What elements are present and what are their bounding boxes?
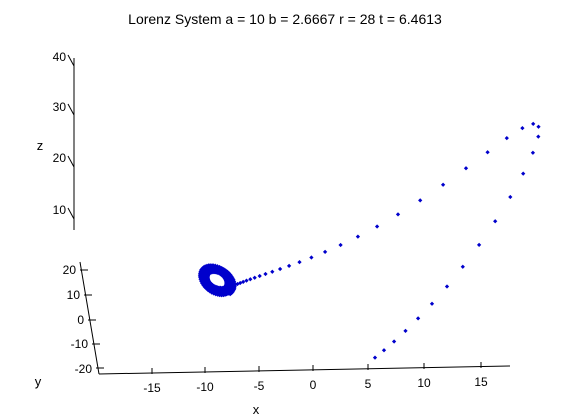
z-tick-label: 40: [53, 50, 67, 64]
trajectory-point: [286, 263, 292, 269]
trajectory-point: [520, 125, 525, 131]
y-axis-line: [79, 261, 100, 375]
trajectory-point: [531, 121, 536, 127]
trajectory-point: [493, 219, 498, 224]
z-tick-label: 20: [53, 151, 67, 165]
trajectory-point: [440, 182, 446, 187]
z-tick-mark: [67, 54, 75, 67]
trajectory-point: [355, 234, 361, 239]
trajectory-point: [415, 316, 421, 321]
trajectory-point: [252, 275, 257, 280]
x-tick-label: 5: [365, 377, 372, 391]
y-axis-label: y: [35, 374, 42, 389]
trajectory-point: [429, 301, 435, 306]
y-axis-ticks: 20 10 0 -10 -20: [63, 263, 104, 376]
trajectory-point: [297, 259, 302, 265]
y-tick-label: 10: [67, 288, 81, 302]
trajectory-point: [485, 150, 490, 155]
trajectory-point: [277, 266, 283, 272]
trajectory-point: [322, 249, 328, 255]
trajectory-point: [270, 269, 275, 274]
trajectory-point: [521, 171, 526, 176]
trajectory-point: [248, 277, 253, 282]
trajectory-point: [338, 242, 343, 248]
z-axis-ticks: 40 30 20 10: [53, 50, 75, 220]
trajectory-point: [530, 150, 536, 155]
trajectory-point: [391, 339, 397, 344]
y-tick-label: -10: [71, 337, 89, 351]
trajectory-point: [372, 355, 378, 360]
trajectory-point: [536, 124, 541, 129]
trajectory-point: [395, 212, 401, 217]
trajectory-point: [244, 278, 249, 283]
trajectory-point: [460, 264, 465, 269]
chart-title: Lorenz System a = 10 b = 2.6667 r = 28 t…: [128, 11, 442, 27]
z-tick-label: 30: [53, 100, 67, 114]
trajectory-point: [309, 255, 314, 260]
x-tick-label: -10: [196, 380, 214, 394]
x-axis-label: x: [253, 402, 260, 417]
trajectory-point: [476, 242, 482, 248]
x-axis-ticks: -15 -10 -5 0 5 10 15: [143, 362, 488, 395]
z-tick-label: 10: [53, 203, 67, 217]
trajectory-point: [536, 134, 541, 139]
trajectory-point: [374, 224, 380, 229]
z-tick-mark: [67, 207, 75, 220]
x-tick-label: 15: [474, 375, 488, 389]
x-axis-line: [98, 365, 511, 375]
z-tick-mark: [67, 103, 75, 116]
y-tick-label: -20: [75, 362, 93, 376]
y-tick-label: 20: [63, 263, 77, 277]
trajectory-point: [263, 271, 268, 277]
trajectory-points: [197, 121, 541, 360]
z-axis-label: z: [37, 138, 44, 153]
x-tick-label: -15: [143, 381, 161, 395]
trajectory-point: [504, 135, 509, 141]
trajectory-point: [444, 284, 450, 289]
x-tick-label: 10: [417, 376, 431, 390]
trajectory-point: [463, 166, 469, 171]
trajectory-point: [257, 273, 262, 279]
x-tick-label: -5: [254, 379, 265, 393]
trajectory-point: [228, 291, 233, 297]
y-tick-label: 0: [77, 313, 84, 327]
trajectory-point: [381, 348, 387, 353]
z-tick-mark: [67, 155, 75, 168]
trajectory-point: [418, 198, 423, 203]
x-tick-label: 0: [310, 378, 317, 392]
trajectory-point: [508, 194, 513, 200]
trajectory-point: [403, 328, 408, 334]
